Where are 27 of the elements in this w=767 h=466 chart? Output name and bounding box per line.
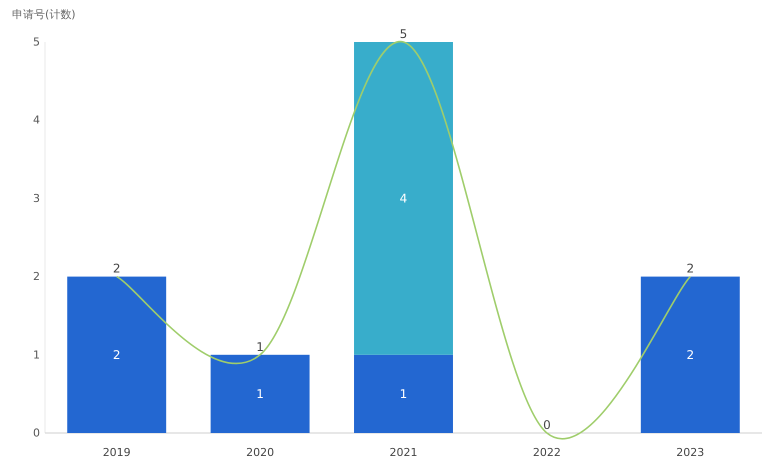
total-label: 1 <box>256 340 264 354</box>
x-tick-label: 2020 <box>246 446 274 459</box>
data-label: 1 <box>256 386 264 401</box>
y-tick-label: 1 <box>33 348 40 362</box>
x-tick-label: 2019 <box>102 446 131 459</box>
bar <box>354 354 453 433</box>
x-tick-label: 2023 <box>676 446 704 459</box>
bar <box>640 276 740 433</box>
total-label: 2 <box>112 262 121 276</box>
total-label: 0 <box>543 418 551 432</box>
x-tick-label: 2021 <box>390 446 418 459</box>
data-label: 2 <box>112 348 121 362</box>
y-tick-label: 2 <box>33 270 40 284</box>
y-tick-label: 5 <box>33 36 40 48</box>
data-label: 1 <box>400 386 408 401</box>
x-tick-label: 2022 <box>532 446 561 459</box>
y-tick-label: 3 <box>33 192 40 205</box>
bar <box>67 276 166 433</box>
y-tick-label: 0 <box>33 426 40 440</box>
bar <box>354 42 453 355</box>
data-label: 4 <box>400 191 408 206</box>
bar <box>210 354 310 433</box>
total-label: 2 <box>686 262 694 276</box>
total-label: 5 <box>400 27 408 41</box>
data-label: 2 <box>686 348 694 362</box>
y-axis-title: 申请号(计数) <box>12 8 76 21</box>
y-tick-label: 4 <box>33 114 40 127</box>
